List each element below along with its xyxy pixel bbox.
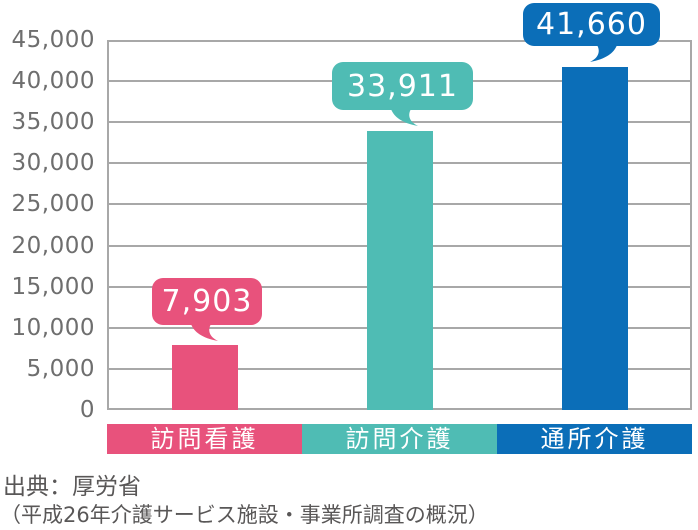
value-bubble-2: 41,660	[523, 3, 660, 46]
bubble-tail-1	[391, 109, 418, 126]
x-axis-category-band: 訪問看護 訪問介護 通所介護	[107, 424, 692, 454]
bar-2	[561, 67, 628, 410]
gridline	[107, 121, 692, 124]
y-tick-label: 5,000	[26, 355, 95, 382]
y-tick-label: 40,000	[11, 68, 95, 95]
category-label-2: 通所介護	[497, 424, 692, 454]
bubble-tail-0	[191, 324, 218, 341]
y-tick-label: 15,000	[11, 273, 95, 300]
y-tick-label: 0	[79, 397, 95, 423]
value-bubble-0: 7,903	[152, 278, 262, 325]
source-note: 出典：厚労省 （平成26年介護サービス施設・事業所調査の概況）	[0, 473, 489, 529]
y-tick-label: 35,000	[11, 109, 95, 136]
category-label-0: 訪問看護	[107, 424, 302, 454]
bar-0	[171, 345, 238, 410]
source-line-1: 出典：厚労省	[3, 474, 141, 500]
y-tick-label: 45,000	[11, 27, 95, 53]
y-tick-label: 20,000	[11, 232, 95, 259]
bar-1	[366, 131, 433, 410]
bubble-tail-2	[590, 45, 617, 62]
y-tick-label: 25,000	[11, 191, 95, 218]
category-label-1: 訪問介護	[302, 424, 497, 454]
y-tick-label: 30,000	[11, 150, 95, 177]
value-bubble-1: 33,911	[332, 62, 473, 110]
y-tick-label: 10,000	[11, 314, 95, 341]
source-line-2: （平成26年介護サービス施設・事業所調査の概況）	[0, 503, 489, 527]
